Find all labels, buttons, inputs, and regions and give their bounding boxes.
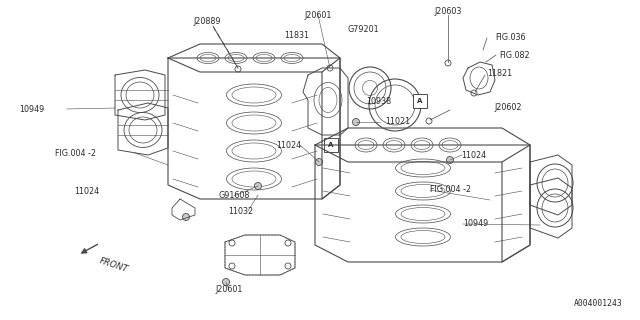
Text: FIG.004 -2: FIG.004 -2 — [430, 186, 471, 195]
Text: J20603: J20603 — [435, 6, 461, 15]
Text: 11831: 11831 — [285, 31, 310, 41]
Ellipse shape — [447, 156, 454, 164]
Ellipse shape — [353, 118, 360, 125]
Text: A: A — [328, 142, 333, 148]
FancyBboxPatch shape — [413, 94, 427, 108]
Text: A: A — [417, 98, 422, 104]
Text: G91608: G91608 — [218, 191, 250, 201]
Text: 10938: 10938 — [367, 97, 392, 106]
Text: J20602: J20602 — [494, 102, 522, 111]
Text: 10949: 10949 — [19, 105, 44, 114]
Text: FIG.004 -2: FIG.004 -2 — [55, 148, 96, 157]
Ellipse shape — [316, 158, 323, 165]
Text: J20601: J20601 — [304, 11, 332, 20]
Text: 10949: 10949 — [463, 220, 488, 228]
Text: 11024: 11024 — [74, 187, 99, 196]
Text: J20889: J20889 — [193, 18, 221, 27]
Text: FIG.036: FIG.036 — [495, 34, 525, 43]
Text: G79201: G79201 — [347, 25, 379, 34]
FancyBboxPatch shape — [324, 138, 338, 152]
Text: A004001243: A004001243 — [574, 299, 623, 308]
Ellipse shape — [223, 278, 230, 285]
Text: 11021: 11021 — [385, 117, 410, 126]
Text: 11032: 11032 — [228, 206, 253, 215]
Ellipse shape — [182, 213, 189, 220]
Text: FIG.082: FIG.082 — [499, 51, 530, 60]
Text: FRONT: FRONT — [98, 256, 129, 274]
Text: J20601: J20601 — [215, 285, 243, 294]
Text: 11024: 11024 — [461, 150, 486, 159]
Ellipse shape — [255, 182, 262, 189]
Text: 11024: 11024 — [276, 140, 301, 149]
Text: 11821: 11821 — [487, 69, 512, 78]
